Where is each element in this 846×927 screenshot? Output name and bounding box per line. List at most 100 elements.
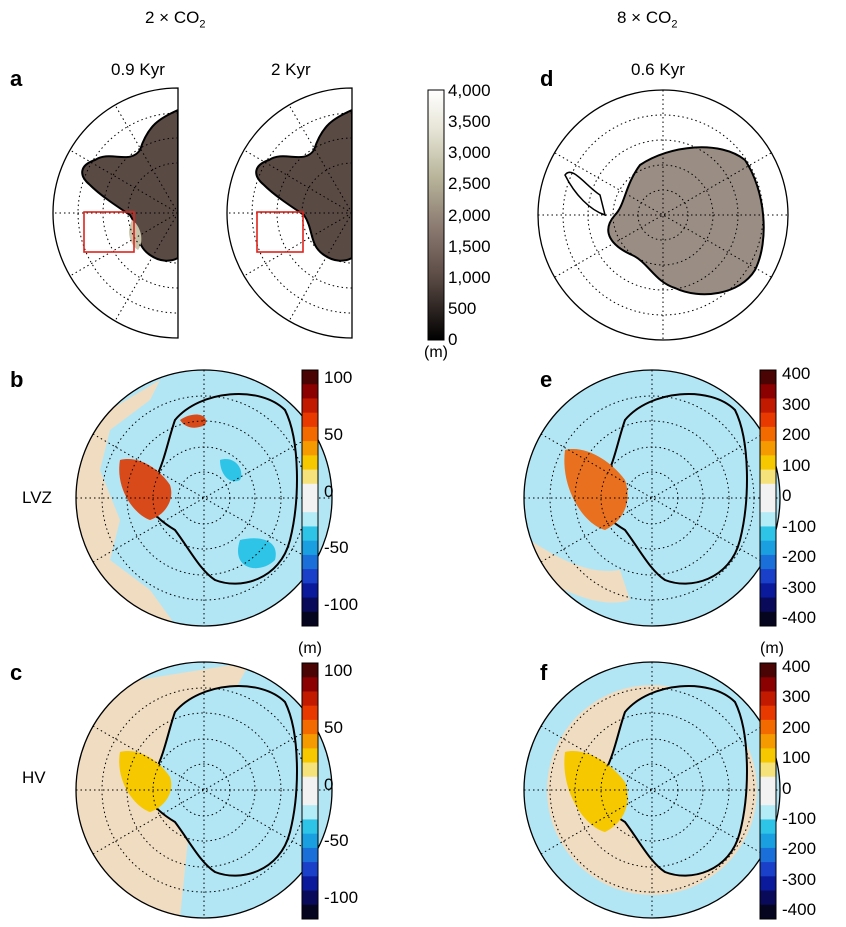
colorbar-tick-label: -100	[782, 516, 817, 536]
colorbar-swatch	[302, 904, 318, 920]
colorbar-swatch	[760, 663, 776, 678]
colorbar-swatch	[302, 512, 318, 527]
colorbar-swatch	[302, 426, 318, 442]
colorbar-swatch	[760, 583, 776, 599]
colorbar-tick-label: 1,000	[448, 267, 491, 287]
colorbar-tick-label: 0	[782, 486, 792, 505]
colorbar-swatch	[760, 819, 776, 835]
colorbar-swatch	[302, 833, 318, 849]
header-2xco2: 2 × CO2	[145, 8, 206, 31]
colorbar-swatch	[760, 540, 776, 556]
colorbar-swatch	[760, 691, 776, 707]
colorbar-swatch	[760, 512, 776, 527]
colorbar-swatch	[760, 876, 776, 892]
map-a-0.9kyr	[52, 87, 179, 339]
colorbar-swatch	[302, 398, 318, 414]
colorbar-swatch	[302, 498, 318, 513]
map-d	[537, 89, 789, 341]
colorbar-swatch	[302, 890, 318, 906]
colorbar-tick-label: 100	[782, 748, 811, 768]
colorbar-swatch	[760, 719, 776, 735]
colorbar-swatch	[302, 455, 318, 471]
colorbar-swatch	[760, 705, 776, 721]
colorbar-frame	[759, 369, 777, 627]
colorbar-swatch	[760, 833, 776, 849]
colorbar-swatch	[302, 748, 318, 764]
colorbar-swatch	[302, 384, 318, 399]
colorbar-swatch	[302, 791, 318, 806]
colorbar-tick-label: -50	[324, 831, 349, 851]
colorbar-tick-label: -400	[782, 900, 817, 919]
colorbar-tick-label: 4,000	[448, 81, 491, 100]
colorbar-frame	[301, 662, 319, 920]
colorbar-ef-unit: (m)	[760, 640, 784, 657]
colorbar-bc-unit: (m)	[298, 640, 322, 657]
colorbar-swatch	[302, 734, 318, 749]
highlight-rect-a2	[256, 211, 304, 253]
colorbar-swatch	[302, 776, 318, 792]
colorbar-swatch	[760, 498, 776, 513]
colorbar-swatch	[760, 748, 776, 764]
colorbar-swatch	[302, 597, 318, 613]
colorbar-tick-label: 1,500	[448, 236, 491, 256]
colorbar-frame	[301, 369, 319, 627]
colorbar-swatch	[302, 719, 318, 735]
colorbar-swatch	[760, 862, 776, 877]
colorbar-swatch	[302, 583, 318, 599]
colorbar-tick-label: 500	[448, 298, 477, 318]
colorbar-tick-label: 50	[324, 717, 343, 737]
panel-label-a: a	[10, 66, 23, 91]
colorbar-tick-label: 100	[324, 661, 353, 680]
colorbar-swatch	[302, 691, 318, 707]
colorbar-swatch	[760, 384, 776, 399]
colorbar-swatch	[760, 847, 776, 863]
panel-label-b: b	[10, 367, 24, 392]
map-c	[75, 661, 333, 919]
map-f	[523, 661, 781, 919]
colorbar-tick-label: 3,000	[448, 143, 491, 163]
colorbar-swatch	[760, 469, 776, 485]
colorbar-swatch	[302, 862, 318, 877]
colorbar-tick-label: 2,000	[448, 205, 491, 225]
time-label-0.6: 0.6 Kyr	[631, 60, 685, 79]
panel-label-e: e	[540, 367, 553, 392]
colorbar-tick-label: -100	[782, 808, 817, 828]
colorbar-swatch	[760, 677, 776, 692]
colorbar-swatch	[760, 426, 776, 442]
colorbar-swatch	[760, 412, 776, 428]
header-8xco2: 8 × CO2	[617, 8, 678, 31]
colorbar-swatch	[302, 805, 318, 820]
colorbar-swatch	[760, 890, 776, 906]
colorbar-swatch	[760, 569, 776, 584]
colorbar-tick-label: -100	[324, 888, 359, 907]
panel-label-f: f	[540, 660, 548, 685]
colorbar-swatch	[302, 412, 318, 428]
colorbar-swatch	[302, 677, 318, 692]
colorbar-swatch	[760, 776, 776, 792]
colorbar-swatch	[760, 734, 776, 749]
colorbar-swatch	[760, 398, 776, 414]
colorbar-swatch	[302, 540, 318, 556]
colorbar-swatch	[302, 554, 318, 570]
colorbar-tick-label: 0	[448, 330, 458, 349]
colorbar-tick-label: 300	[782, 394, 811, 414]
colorbar-swatch	[760, 791, 776, 806]
colorbar-swatch	[760, 554, 776, 570]
colorbar-tick-label: -100	[324, 595, 359, 614]
colorbar-tick-label: 300	[782, 687, 811, 707]
colorbar-swatch	[760, 597, 776, 613]
colorbar-c	[301, 662, 319, 920]
colorbar-swatch	[302, 469, 318, 485]
colorbar-swatch	[302, 847, 318, 863]
colorbar-swatch	[302, 611, 318, 627]
colorbar-tick-label: 200	[782, 717, 811, 737]
colorbar-elevation	[427, 89, 445, 341]
colorbar-tick-label: 400	[782, 364, 811, 383]
colorbar-f	[759, 662, 777, 920]
colorbar-swatch	[302, 762, 318, 778]
colorbar-swatch	[302, 370, 318, 385]
colorbar-tick-label: -300	[782, 869, 817, 889]
colorbar-elevation-unit: (m)	[424, 344, 448, 361]
colorbar-tick-label: -200	[782, 547, 817, 566]
